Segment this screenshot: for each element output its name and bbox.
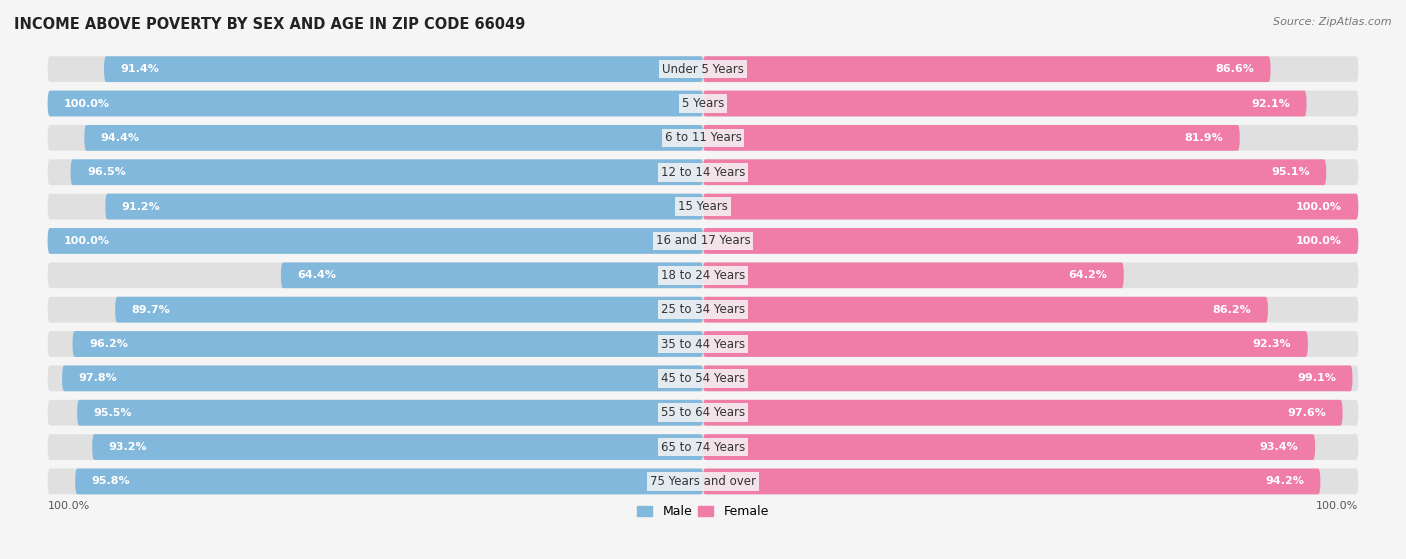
Text: 100.0%: 100.0% [65, 98, 110, 108]
FancyBboxPatch shape [281, 262, 703, 288]
FancyBboxPatch shape [703, 194, 1358, 220]
Text: 92.3%: 92.3% [1253, 339, 1291, 349]
FancyBboxPatch shape [703, 434, 1315, 460]
FancyBboxPatch shape [48, 228, 703, 254]
Text: 81.9%: 81.9% [1184, 133, 1223, 143]
Text: 93.2%: 93.2% [108, 442, 148, 452]
FancyBboxPatch shape [48, 56, 1358, 82]
FancyBboxPatch shape [70, 159, 703, 185]
FancyBboxPatch shape [703, 262, 1123, 288]
Text: 86.6%: 86.6% [1215, 64, 1254, 74]
Text: 99.1%: 99.1% [1298, 373, 1336, 383]
Text: 12 to 14 Years: 12 to 14 Years [661, 165, 745, 179]
Text: 5 Years: 5 Years [682, 97, 724, 110]
FancyBboxPatch shape [703, 331, 1308, 357]
FancyBboxPatch shape [77, 400, 703, 425]
FancyBboxPatch shape [703, 228, 1358, 254]
Text: 95.1%: 95.1% [1271, 167, 1310, 177]
Text: 64.2%: 64.2% [1069, 271, 1108, 280]
FancyBboxPatch shape [48, 331, 1358, 357]
Text: 25 to 34 Years: 25 to 34 Years [661, 303, 745, 316]
Text: 89.7%: 89.7% [132, 305, 170, 315]
Text: 91.4%: 91.4% [121, 64, 159, 74]
FancyBboxPatch shape [48, 262, 1358, 288]
Text: 96.2%: 96.2% [89, 339, 128, 349]
FancyBboxPatch shape [703, 125, 1240, 151]
Text: 100.0%: 100.0% [48, 501, 90, 511]
FancyBboxPatch shape [703, 468, 1320, 494]
Text: 64.4%: 64.4% [298, 271, 336, 280]
Text: 6 to 11 Years: 6 to 11 Years [665, 131, 741, 144]
Text: 16 and 17 Years: 16 and 17 Years [655, 234, 751, 248]
FancyBboxPatch shape [93, 434, 703, 460]
Text: 91.2%: 91.2% [122, 202, 160, 212]
Text: 75 Years and over: 75 Years and over [650, 475, 756, 488]
Text: 55 to 64 Years: 55 to 64 Years [661, 406, 745, 419]
FancyBboxPatch shape [48, 228, 1358, 254]
Text: 100.0%: 100.0% [65, 236, 110, 246]
FancyBboxPatch shape [48, 91, 703, 116]
FancyBboxPatch shape [104, 56, 703, 82]
FancyBboxPatch shape [48, 194, 1358, 220]
FancyBboxPatch shape [115, 297, 703, 323]
FancyBboxPatch shape [703, 297, 1268, 323]
Text: 94.4%: 94.4% [101, 133, 139, 143]
Text: 97.6%: 97.6% [1288, 408, 1326, 418]
FancyBboxPatch shape [105, 194, 703, 220]
Text: 86.2%: 86.2% [1213, 305, 1251, 315]
Text: 96.5%: 96.5% [87, 167, 125, 177]
FancyBboxPatch shape [703, 400, 1343, 425]
Text: 94.2%: 94.2% [1265, 476, 1303, 486]
Text: 45 to 54 Years: 45 to 54 Years [661, 372, 745, 385]
Text: 100.0%: 100.0% [1296, 236, 1341, 246]
FancyBboxPatch shape [48, 434, 1358, 460]
FancyBboxPatch shape [73, 331, 703, 357]
FancyBboxPatch shape [48, 159, 1358, 185]
FancyBboxPatch shape [48, 91, 1358, 116]
FancyBboxPatch shape [62, 366, 703, 391]
Text: 97.8%: 97.8% [79, 373, 117, 383]
Text: 100.0%: 100.0% [1316, 501, 1358, 511]
FancyBboxPatch shape [48, 125, 1358, 151]
Text: 65 to 74 Years: 65 to 74 Years [661, 440, 745, 453]
Text: 95.8%: 95.8% [91, 476, 131, 486]
FancyBboxPatch shape [48, 297, 1358, 323]
FancyBboxPatch shape [48, 400, 1358, 425]
Text: 92.1%: 92.1% [1251, 98, 1291, 108]
Text: 93.4%: 93.4% [1260, 442, 1299, 452]
Text: Source: ZipAtlas.com: Source: ZipAtlas.com [1274, 17, 1392, 27]
FancyBboxPatch shape [48, 468, 1358, 494]
FancyBboxPatch shape [703, 366, 1353, 391]
Legend: Male, Female: Male, Female [633, 500, 773, 523]
Text: 35 to 44 Years: 35 to 44 Years [661, 338, 745, 350]
FancyBboxPatch shape [75, 468, 703, 494]
Text: 18 to 24 Years: 18 to 24 Years [661, 269, 745, 282]
FancyBboxPatch shape [48, 366, 1358, 391]
Text: INCOME ABOVE POVERTY BY SEX AND AGE IN ZIP CODE 66049: INCOME ABOVE POVERTY BY SEX AND AGE IN Z… [14, 17, 526, 32]
FancyBboxPatch shape [703, 56, 1271, 82]
FancyBboxPatch shape [703, 159, 1326, 185]
Text: 15 Years: 15 Years [678, 200, 728, 213]
Text: 95.5%: 95.5% [94, 408, 132, 418]
Text: 100.0%: 100.0% [1296, 202, 1341, 212]
FancyBboxPatch shape [84, 125, 703, 151]
Text: Under 5 Years: Under 5 Years [662, 63, 744, 75]
FancyBboxPatch shape [703, 91, 1306, 116]
